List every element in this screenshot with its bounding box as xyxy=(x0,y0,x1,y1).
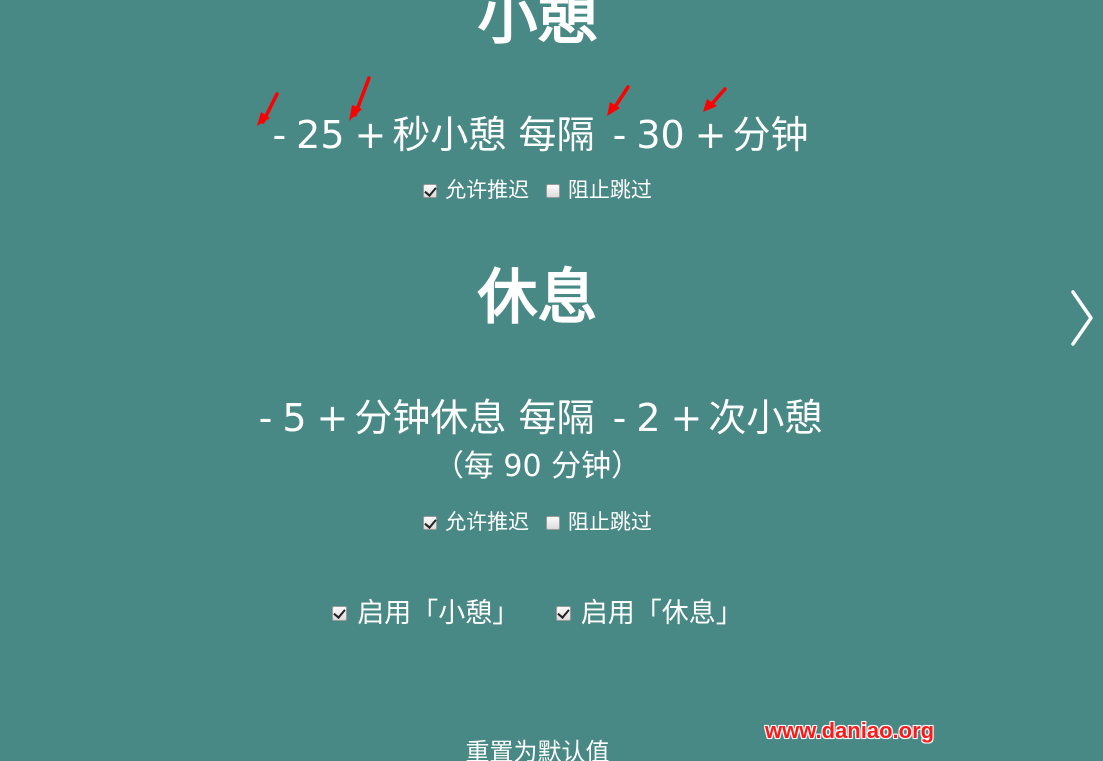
red-arrow-icon xyxy=(255,90,281,130)
enable-microbreak-label: 启用「小憩」 xyxy=(357,600,519,627)
microbreak-prevent-skip-checkbox[interactable] xyxy=(546,184,560,198)
break-title: 休息 xyxy=(0,268,1075,328)
enable-break-label: 启用「休息」 xyxy=(581,600,743,627)
red-arrow-icon xyxy=(700,86,730,116)
break-allow-postpone-checkbox[interactable] xyxy=(423,516,437,530)
microbreak-allow-postpone-checkbox[interactable] xyxy=(423,184,437,198)
break-options: 允许推迟 阻止跳过 xyxy=(0,512,1075,534)
break-interval-value: 2 xyxy=(632,399,664,437)
break-duration-value: 5 xyxy=(278,399,310,437)
microbreak-allow-postpone-option[interactable]: 允许推迟 xyxy=(423,180,529,201)
microbreak-every-label: 每隔 xyxy=(518,116,594,154)
microbreak-options: 允许推迟 阻止跳过 xyxy=(0,180,1075,202)
enable-options: 启用「小憩」 启用「休息」 xyxy=(0,599,1075,627)
break-prevent-skip-checkbox[interactable] xyxy=(546,516,560,530)
red-arrow-icon xyxy=(345,75,373,125)
break-allow-postpone-option[interactable]: 允许推迟 xyxy=(423,512,529,533)
microbreak-prevent-skip-label: 阻止跳过 xyxy=(568,180,652,201)
enable-microbreak-checkbox[interactable] xyxy=(332,606,347,621)
break-settings-line: -5 + 分钟休息 每隔 -2 + 次小憩 xyxy=(0,399,1075,437)
break-allow-postpone-label: 允许推迟 xyxy=(445,512,529,533)
microbreak-duration-value: 25 xyxy=(292,116,348,154)
microbreak-allow-postpone-label: 允许推迟 xyxy=(445,180,529,201)
microbreak-settings-line: -25 + 秒小憩 每隔 -30 + 分钟 xyxy=(0,116,1075,154)
break-prevent-skip-label: 阻止跳过 xyxy=(568,512,652,533)
microbreak-interval-unit: 分钟 xyxy=(733,116,809,154)
microbreak-interval-increase-button[interactable]: + xyxy=(689,116,733,154)
enable-break-option[interactable]: 启用「休息」 xyxy=(556,600,743,627)
watermark-text: www.daniao.org xyxy=(765,718,934,744)
red-arrow-icon xyxy=(604,84,634,120)
break-every-label: 每隔 xyxy=(518,399,594,437)
break-duration-increase-button[interactable]: + xyxy=(311,399,355,437)
microbreak-duration-unit: 秒小憩 xyxy=(392,116,506,154)
break-duration-decrease-button[interactable]: - xyxy=(253,399,279,437)
microbreak-interval-value: 30 xyxy=(632,116,688,154)
break-summary: （每 90 分钟） xyxy=(0,452,1075,482)
break-interval-increase-button[interactable]: + xyxy=(665,399,709,437)
enable-microbreak-option[interactable]: 启用「小憩」 xyxy=(332,600,519,627)
microbreak-interval-decrease-button[interactable]: - xyxy=(607,116,633,154)
break-duration-unit: 分钟休息 xyxy=(354,399,506,437)
microbreak-title: 小憩 xyxy=(0,0,1075,48)
chevron-right-icon[interactable] xyxy=(1069,288,1095,348)
microbreak-prevent-skip-option[interactable]: 阻止跳过 xyxy=(546,180,652,201)
enable-break-checkbox[interactable] xyxy=(556,606,571,621)
break-interval-decrease-button[interactable]: - xyxy=(607,399,633,437)
break-interval-unit: 次小憩 xyxy=(708,399,822,437)
break-prevent-skip-option[interactable]: 阻止跳过 xyxy=(546,512,652,533)
